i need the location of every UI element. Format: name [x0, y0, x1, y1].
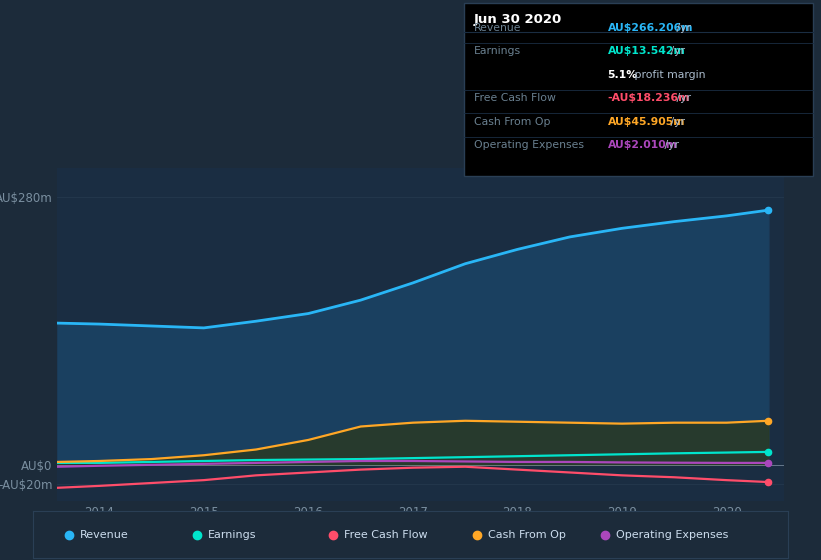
- Text: Revenue: Revenue: [474, 23, 521, 32]
- Text: AU$13.542m: AU$13.542m: [608, 46, 686, 56]
- Text: profit margin: profit margin: [631, 70, 706, 80]
- Text: AU$2.010m: AU$2.010m: [608, 141, 677, 150]
- Text: Jun 30 2020: Jun 30 2020: [474, 13, 562, 26]
- Text: /yr: /yr: [672, 94, 690, 103]
- Text: Operating Expenses: Operating Expenses: [474, 141, 584, 150]
- Text: Operating Expenses: Operating Expenses: [616, 530, 728, 539]
- Text: Earnings: Earnings: [474, 46, 521, 56]
- Text: AU$266.206m: AU$266.206m: [608, 23, 693, 32]
- Text: /yr: /yr: [667, 117, 685, 127]
- Text: Revenue: Revenue: [80, 530, 128, 539]
- Text: Free Cash Flow: Free Cash Flow: [474, 94, 556, 103]
- Text: AU$45.905m: AU$45.905m: [608, 117, 685, 127]
- Text: -AU$18.236m: -AU$18.236m: [608, 94, 690, 103]
- Text: Free Cash Flow: Free Cash Flow: [344, 530, 428, 539]
- Text: Earnings: Earnings: [208, 530, 257, 539]
- Text: 5.1%: 5.1%: [608, 70, 638, 80]
- Text: Cash From Op: Cash From Op: [474, 117, 550, 127]
- Text: /yr: /yr: [667, 46, 685, 56]
- Text: /yr: /yr: [661, 141, 679, 150]
- Text: /yr: /yr: [672, 23, 690, 32]
- Text: Cash From Op: Cash From Op: [488, 530, 566, 539]
